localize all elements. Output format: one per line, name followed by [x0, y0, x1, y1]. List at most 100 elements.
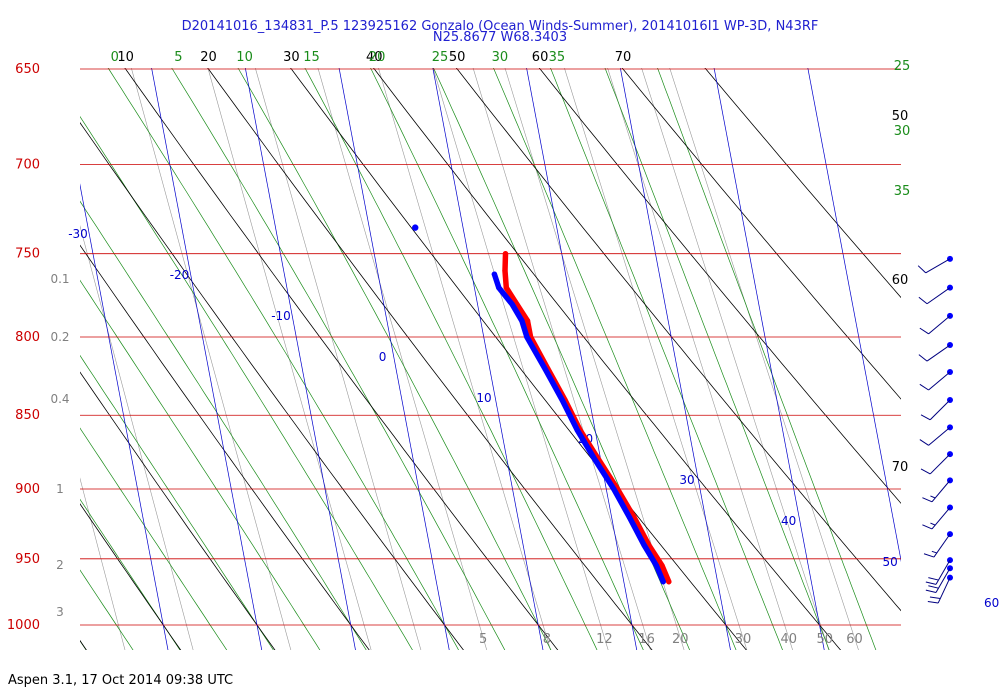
isotherm	[713, 68, 825, 650]
wind-barbs	[917, 255, 953, 604]
wind-barb-flag	[918, 296, 928, 305]
mixing-ratio-label: 30	[735, 632, 752, 647]
wind-barb-staff	[929, 399, 951, 421]
dewpoint-point	[509, 301, 515, 307]
dry-adiabat	[80, 371, 276, 650]
wind-barb-staff	[928, 315, 951, 335]
mixing-ratio-label: 2	[56, 558, 64, 572]
moist-adiabat	[493, 68, 737, 650]
pressure-label: 900	[15, 482, 40, 497]
isotherm	[896, 38, 1000, 680]
mixing-ratio-label: 12	[596, 632, 613, 647]
mixing-ratio-label: 16	[638, 632, 655, 647]
dry-adiabat-label: 60	[892, 273, 909, 288]
mixing-ratio-lines	[0, 0, 859, 700]
dewpoint-point	[412, 224, 419, 231]
isotherm	[338, 68, 450, 650]
mixing-ratio-label: 0.2	[50, 330, 69, 344]
wind-barb	[918, 342, 953, 362]
sounding-profiles	[412, 224, 672, 585]
wind-barb-flag	[925, 589, 937, 594]
dewpoint-point	[559, 397, 565, 403]
isotherm	[0, 38, 80, 680]
pressure-label: 750	[15, 247, 40, 262]
mixing-ratio-label: 0.4	[50, 392, 69, 406]
wind-barb	[927, 574, 953, 604]
isotherm-label: -20	[170, 268, 190, 282]
dewpoint-point	[496, 285, 502, 291]
mixing-ratio-line	[80, 477, 126, 650]
dry-adiabat-label: 20	[200, 50, 217, 65]
dewpoint-point	[491, 271, 497, 277]
moist-adiabat-label: 30	[894, 124, 911, 139]
dry-adiabat-label: 50	[892, 109, 909, 124]
dewpoint-point	[574, 427, 580, 433]
wind-barb-flag	[928, 577, 939, 581]
isobars: 650 700 750 800 850 900 950 1000	[7, 62, 901, 633]
pressure-label: 850	[15, 408, 40, 423]
wind-barb	[919, 312, 953, 335]
wind-barb-staff	[933, 533, 951, 558]
mixing-ratio-line	[0, 0, 74, 700]
mixing-ratio-line	[504, 68, 685, 650]
moist-adiabat	[80, 115, 413, 650]
moist-adiabat	[304, 68, 598, 650]
temperature-point	[524, 318, 531, 324]
moist-adiabat	[80, 498, 181, 650]
isotherm-label: 50	[882, 555, 897, 569]
dry-adiabat	[80, 244, 370, 650]
wind-barb-flag	[918, 354, 928, 362]
dewpoint-point	[592, 457, 598, 463]
dry-adiabat	[538, 68, 901, 504]
isotherm-label: 40	[781, 514, 796, 528]
mixing-ratio-line	[131, 68, 292, 650]
dry-adiabat	[207, 68, 653, 650]
wind-barb	[920, 451, 953, 475]
isotherm-label: 60	[984, 596, 999, 610]
wind-barb-staff	[931, 480, 951, 503]
moist-adiabat	[237, 68, 552, 650]
wind-barb-flag	[925, 581, 937, 585]
dewpoint-point	[653, 562, 659, 569]
moist-adiabat	[657, 68, 877, 650]
isotherm-label: -30	[68, 227, 88, 241]
moist-adiabat	[604, 68, 830, 650]
wind-barb-staff	[929, 453, 951, 475]
dry-adiabat-label: 70	[892, 460, 909, 475]
dry-adiabat-label: 40	[366, 50, 383, 65]
dry-adiabat	[124, 68, 559, 650]
moist-adiabat	[80, 640, 87, 650]
moist-adiabat-label: 35	[549, 50, 566, 65]
mixing-ratio-label: 1	[56, 482, 64, 496]
wind-barb-flag	[922, 497, 933, 503]
pressure-label: 700	[15, 158, 40, 173]
wind-barb-flag	[922, 524, 933, 530]
moist-adiabat	[80, 354, 274, 650]
dry-adiabat	[80, 503, 182, 650]
moist-adiabat	[107, 68, 459, 650]
wind-barb-flag	[927, 601, 939, 604]
isotherm-label: -10	[271, 309, 291, 323]
mixing-ratio-label: 20	[672, 632, 689, 647]
moist-adiabat	[433, 68, 691, 650]
grid-labels: -70-60-50-40-30-20-100102030405060701020…	[50, 50, 999, 647]
isotherm	[432, 68, 544, 650]
chart-title: D20141016_134831_P.5 123925162 Gonzalo (…	[181, 19, 819, 34]
wind-barb-flag	[919, 327, 929, 335]
dry-adiabat-label: 50	[449, 50, 466, 65]
isotherm	[151, 68, 263, 650]
mixing-ratio-line	[564, 68, 748, 650]
moist-adiabat-label: 10	[236, 50, 253, 65]
dry-adiabat	[455, 68, 901, 612]
wind-barb-flag	[920, 414, 931, 421]
dry-adiabat	[80, 639, 87, 650]
temperature-point	[503, 285, 509, 291]
temperature-point	[502, 251, 509, 257]
mixing-ratio-line	[607, 68, 793, 650]
dry-adiabat-label: 70	[615, 50, 632, 65]
pressure-label: 650	[15, 62, 40, 77]
wind-barb-flag	[930, 522, 936, 526]
isotherm	[80, 183, 169, 650]
